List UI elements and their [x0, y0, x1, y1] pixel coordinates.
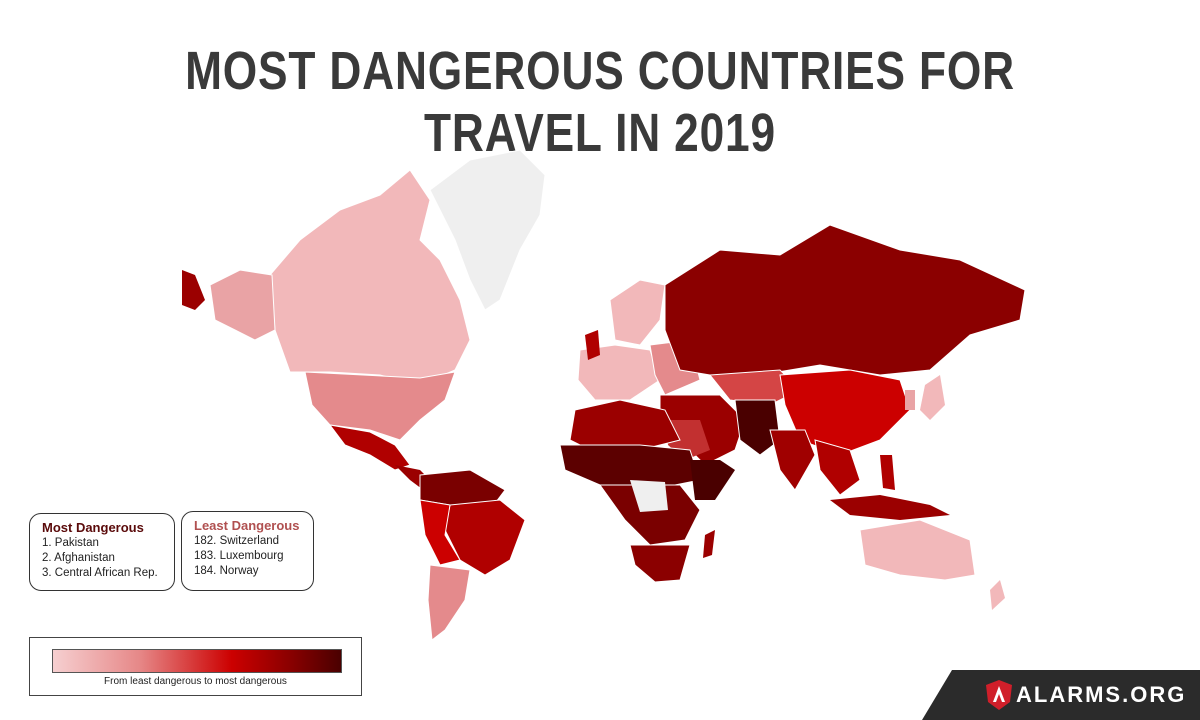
least-dangerous-item: 182. Switzerland [194, 535, 280, 547]
color-scale-legend: From least dangerous to most dangerous [29, 637, 362, 696]
region-japan [920, 375, 945, 420]
region-alaska-west [182, 270, 205, 310]
region-brazil [444, 499, 526, 576]
region-canada [269, 169, 471, 386]
region-indonesia [830, 495, 950, 520]
least-dangerous-heading: Least Dangerous [194, 518, 300, 533]
region-argentina-chile [427, 564, 471, 641]
least-dangerous-item: 183. Luxembourg [194, 550, 284, 562]
region-madagascar [703, 530, 715, 558]
region-nodata-africa [630, 480, 668, 512]
map-title: MOST DANGEROUS COUNTRIES FOR TRAVEL IN 2… [185, 41, 1015, 163]
most-dangerous-box: Most Dangerous 1. Pakistan 2. Afghanista… [29, 513, 175, 591]
region-north-africa [569, 399, 681, 456]
color-scale-caption: From least dangerous to most dangerous [104, 676, 287, 687]
brand-text: ALARMS.ORG [1016, 682, 1187, 707]
region-australia [859, 519, 976, 581]
region-peru-bolivia [419, 499, 461, 566]
region-alaska [209, 269, 276, 341]
region-china [779, 369, 911, 456]
most-dangerous-item: 3. Central African Rep. [42, 567, 158, 579]
region-scandinavia [609, 279, 666, 346]
region-india [769, 429, 816, 491]
most-dangerous-item: 1. Pakistan [42, 537, 99, 549]
most-dangerous-item: 2. Afghanistan [42, 552, 115, 564]
most-dangerous-heading: Most Dangerous [42, 520, 144, 535]
region-southeast-asia [814, 439, 861, 496]
region-korea [905, 390, 915, 410]
brand-banner [922, 670, 1200, 720]
region-east-africa [690, 460, 735, 500]
least-dangerous-item: 184. Norway [194, 565, 259, 577]
least-dangerous-box: Least Dangerous 182. Switzerland 183. Lu… [181, 511, 314, 591]
region-greenland [429, 149, 546, 311]
region-western-europe [577, 344, 661, 401]
shield-icon [986, 680, 1012, 710]
region-usa [304, 371, 456, 441]
region-central-africa [599, 484, 701, 546]
region-southern-africa [629, 544, 691, 583]
region-new-zealand [990, 580, 1005, 610]
region-afghanistan-pakistan [734, 399, 781, 456]
color-scale-bar [52, 649, 342, 673]
region-sahel [559, 444, 701, 491]
region-uk [585, 330, 600, 360]
region-philippines [880, 455, 895, 490]
region-russia [664, 224, 1026, 376]
